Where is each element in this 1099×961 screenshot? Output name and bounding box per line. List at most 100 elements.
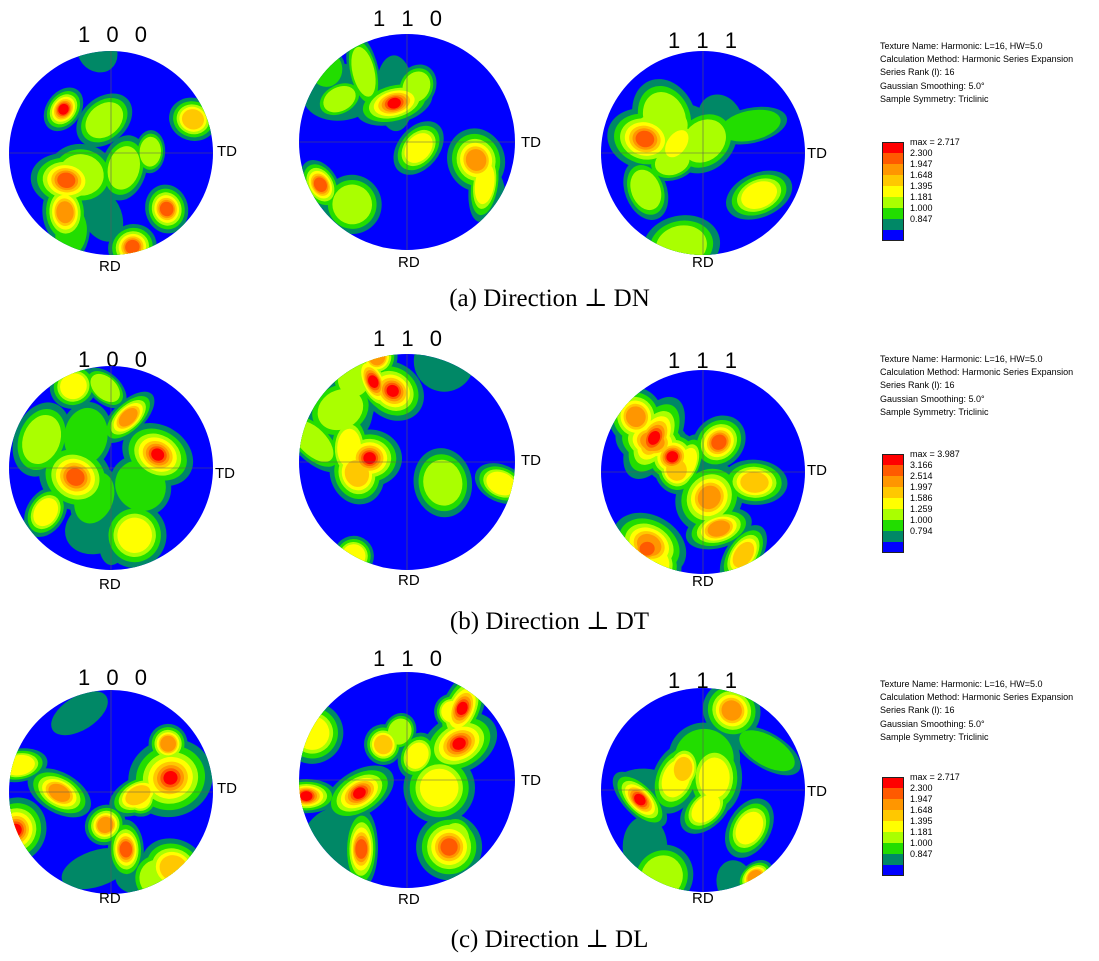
texture-info: Texture Name: Harmonic: L=16, HW=5.0 Cal…: [880, 353, 1073, 419]
color-legend: max = 3.987 3.166 2.514 1.997 1.586 1.259 1.00…: [882, 449, 960, 572]
legend-swatch: [882, 164, 904, 175]
info-line: Texture Name: Harmonic: L=16, HW=5.0: [880, 354, 1043, 364]
legend-swatch: [882, 520, 904, 531]
pole-figure-disk: [9, 366, 213, 570]
pole-plane-label: 1 1 0: [373, 6, 447, 31]
legend-swatch: [882, 854, 904, 865]
intensity-contour: [741, 181, 778, 209]
legend-swatch: [882, 476, 904, 487]
td-label: TD: [521, 772, 541, 789]
rd-label: RD: [99, 258, 121, 275]
intensity-contour: [681, 119, 726, 163]
legend-swatch: [882, 810, 904, 821]
intensity-contour: [323, 85, 356, 113]
pole-figure-b-111: 1 1 1 RD TD: [597, 320, 837, 600]
intensity-contour: [635, 130, 655, 148]
legend-swatch: [882, 153, 904, 164]
rd-label: RD: [692, 254, 714, 271]
legend-swatch: [882, 788, 904, 799]
legend-swatch: [882, 542, 904, 553]
intensity-contour: [368, 375, 379, 388]
info-line: Series Rank (l): 16: [880, 705, 955, 716]
intensity-contour: [163, 771, 178, 785]
intensity-contour: [413, 354, 475, 392]
pole-figure-disk: [299, 34, 515, 250]
intensity-contour: [387, 718, 412, 745]
pole-plane-label: 1 1 0: [373, 646, 447, 671]
legend-swatch: [882, 832, 904, 843]
intensity-contour: [117, 517, 153, 553]
intensity-contour: [300, 791, 313, 802]
info-line: Calculation Method: Harmonic Series Expa…: [880, 692, 1074, 703]
info-line: Sample Symmetry: Triclinic: [880, 93, 989, 104]
intensity-contour: [60, 373, 87, 400]
legend-value: 1.586: [910, 493, 933, 503]
pole-plane-label: 1 1 1: [668, 28, 742, 53]
legend-value: max = 2.717: [910, 772, 960, 782]
pole-plane-label: 1 1 0: [373, 326, 447, 351]
td-label: TD: [217, 780, 237, 797]
caption: (b) Direction ⊥ DT: [449, 608, 650, 635]
pole-plane-label: 1 0 0: [78, 665, 152, 690]
intensity-contour: [85, 102, 124, 139]
intensity-contour: [691, 794, 721, 823]
intensity-contour: [22, 414, 62, 465]
legend-value: 2.300: [910, 783, 933, 793]
intensity-contour: [159, 201, 174, 217]
intensity-contours: [608, 387, 788, 574]
intensity-contour: [51, 691, 108, 736]
legend-value: 1.648: [910, 805, 933, 815]
legend-swatch: [882, 197, 904, 208]
legend-value: 1.181: [910, 192, 933, 202]
legend-value: max = 2.717: [910, 137, 960, 147]
intensity-contour: [355, 839, 368, 859]
legend-value: 1.181: [910, 827, 933, 837]
legend-swatch: [882, 487, 904, 498]
intensity-contour: [313, 177, 327, 192]
intensity-contour: [351, 46, 376, 97]
row-a: 1 0 0 RD TD 1 1 0 RD TD 1 1 1 RD TD Text…: [0, 0, 1099, 320]
intensity-contour: [151, 448, 165, 461]
intensity-contours: [300, 34, 506, 235]
legend-value: 0.847: [910, 849, 933, 859]
info-line: Series Rank (l): 16: [880, 380, 955, 391]
intensity-contour: [465, 149, 487, 171]
intensity-contour: [125, 239, 140, 255]
intensity-contours: [12, 366, 194, 568]
intensity-contour: [625, 406, 646, 428]
info-line: Texture Name: Harmonic: L=16, HW=5.0: [880, 679, 1043, 689]
info-line: Series Rank (l): 16: [880, 67, 955, 78]
intensity-contour: [57, 172, 76, 189]
color-legend: max = 2.717 2.300 1.947 1.648 1.395 1.181 1.00…: [882, 137, 960, 260]
rd-label: RD: [398, 254, 420, 271]
intensity-contour: [160, 735, 177, 752]
pole-figure-disk: [9, 690, 213, 894]
intensity-contour: [118, 408, 138, 427]
intensity-contours: [612, 688, 801, 892]
intensity-contour: [317, 389, 364, 431]
intensity-contour: [337, 428, 362, 468]
intensity-contour: [456, 701, 468, 715]
intensity-contour: [711, 434, 727, 450]
legend-value: 1.947: [910, 794, 933, 804]
pole-figure-disk: [9, 51, 213, 255]
legend-value: 1.395: [910, 181, 933, 191]
td-label: TD: [807, 783, 827, 800]
intensity-contour: [735, 811, 764, 845]
caption: (c) Direction ⊥ DL: [450, 926, 649, 953]
info-line: Gaussian Smoothing: 5.0°: [880, 718, 985, 729]
td-label: TD: [521, 452, 541, 469]
intensity-contours: [9, 691, 213, 894]
pole-figure-c-111: 1 1 1 RD TD: [597, 640, 837, 920]
intensity-contour: [119, 841, 133, 858]
legend-swatch: [882, 843, 904, 854]
intensity-contour: [721, 700, 742, 721]
legend-swatch: [882, 208, 904, 219]
caption: (a) Direction ⊥ DN: [449, 285, 650, 312]
legend-swatch: [882, 777, 904, 788]
td-label: TD: [217, 143, 237, 160]
rd-label: RD: [692, 890, 714, 907]
intensity-contour: [386, 384, 399, 397]
intensity-contour: [404, 133, 433, 163]
intensity-contour: [440, 838, 458, 856]
